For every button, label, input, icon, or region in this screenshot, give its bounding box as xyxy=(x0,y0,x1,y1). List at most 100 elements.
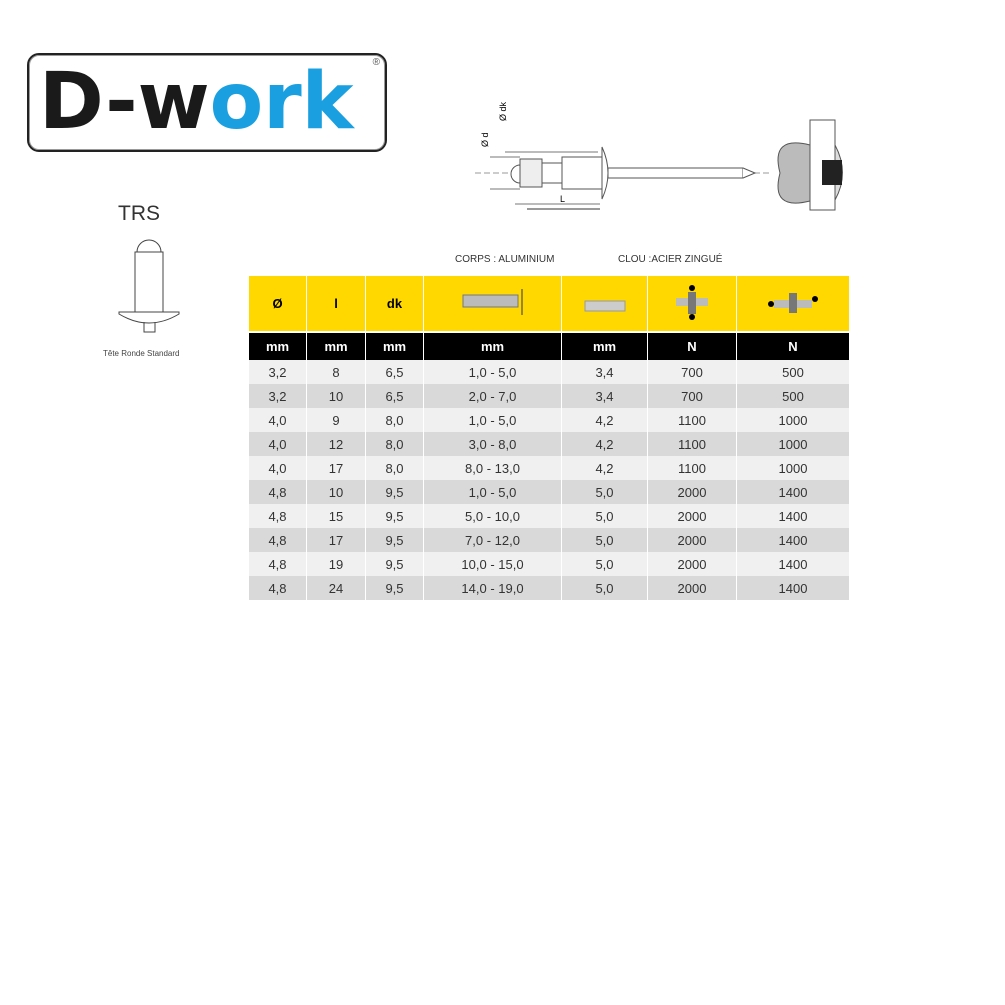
table-cell: 8 xyxy=(306,360,366,384)
table-row: 4,8 10 9,5 1,0 - 5,0 5,0 2000 1400 xyxy=(248,480,850,504)
table-cell: 2,0 - 7,0 xyxy=(423,384,562,408)
rivet-spec-table: Ø l dk mm mm mm mm mm N N 3,2 8 6,5 1,0 - 5… xyxy=(248,276,850,600)
table-cell: 1100 xyxy=(647,408,737,432)
table-cell: 5,0 xyxy=(561,504,648,528)
shear-force-icon xyxy=(647,276,737,333)
trs-caption: Tête Ronde Standard xyxy=(103,349,180,358)
table-cell: 4,8 xyxy=(248,552,307,576)
body-material: CORPS : ALUMINIUM xyxy=(455,254,555,265)
diameter-dk-label: Ø dk xyxy=(498,101,508,121)
table-cell: 7,0 - 12,0 xyxy=(423,528,562,552)
table-cell: 3,2 xyxy=(248,360,307,384)
logo-dark: D-w xyxy=(39,57,210,147)
table-cell: 4,8 xyxy=(248,576,307,600)
registered-mark: ® xyxy=(372,57,380,68)
table-cell: 6,5 xyxy=(365,360,424,384)
table-cell: 8,0 xyxy=(365,408,424,432)
unit-cell: mm xyxy=(423,332,562,360)
table-row: 4,8 17 9,5 7,0 - 12,0 5,0 2000 1400 xyxy=(248,528,850,552)
header-diameter: Ø xyxy=(248,276,307,333)
table-cell: 4,8 xyxy=(248,528,307,552)
logo-wordmark: D-work xyxy=(39,57,354,147)
table-cell: 4,0 xyxy=(248,408,307,432)
table-cell: 1000 xyxy=(736,456,850,480)
table-cell: 9,5 xyxy=(365,480,424,504)
table-cell: 1,0 - 5,0 xyxy=(423,360,562,384)
table-row: 4,0 12 8,0 3,0 - 8,0 4,2 1100 1000 xyxy=(248,432,850,456)
header-row: Ø l dk xyxy=(248,276,850,333)
table-cell: 8,0 - 13,0 xyxy=(423,456,562,480)
table-cell: 4,8 xyxy=(248,480,307,504)
table-row: 4,0 9 8,0 1,0 - 5,0 4,2 1100 1000 xyxy=(248,408,850,432)
table-cell: 12 xyxy=(306,432,366,456)
length-label: L xyxy=(560,194,565,204)
table-cell: 1100 xyxy=(647,432,737,456)
table-cell: 15 xyxy=(306,504,366,528)
units-row: mm mm mm mm mm N N xyxy=(248,332,850,360)
unit-cell: N xyxy=(736,332,850,360)
table-cell: 1,0 - 5,0 xyxy=(423,408,562,432)
table-cell: 700 xyxy=(647,384,737,408)
table-cell: 1400 xyxy=(736,504,850,528)
rivet-dimension-diagram: Ø d Ø dk L xyxy=(475,101,843,211)
unit-cell: mm xyxy=(248,332,307,360)
table-cell: 19 xyxy=(306,552,366,576)
table-cell: 4,8 xyxy=(248,504,307,528)
table-cell: 9,5 xyxy=(365,504,424,528)
table-cell: 5,0 - 10,0 xyxy=(423,504,562,528)
table-row: 4,8 24 9,5 14,0 - 19,0 5,0 2000 1400 xyxy=(248,576,850,600)
table-cell: 700 xyxy=(647,360,737,384)
table-cell: 1000 xyxy=(736,408,850,432)
table-cell: 5,0 xyxy=(561,576,648,600)
table-cell: 10 xyxy=(306,480,366,504)
table-cell: 2000 xyxy=(647,528,737,552)
table-cell: 1400 xyxy=(736,528,850,552)
table-cell: 17 xyxy=(306,528,366,552)
table-cell: 9,5 xyxy=(365,576,424,600)
table-row: 4,8 15 9,5 5,0 - 10,0 5,0 2000 1400 xyxy=(248,504,850,528)
table-cell: 9,5 xyxy=(365,528,424,552)
unit-cell: mm xyxy=(561,332,648,360)
grip-range-icon xyxy=(423,276,562,333)
table-cell: 17 xyxy=(306,456,366,480)
table-cell: 2000 xyxy=(647,480,737,504)
round-head-rivet-icon xyxy=(118,239,180,333)
logo-blue: ork xyxy=(209,57,354,147)
table-cell: 5,0 xyxy=(561,480,648,504)
table-cell: 1100 xyxy=(647,456,737,480)
table-cell: 500 xyxy=(736,384,850,408)
table-cell: 1400 xyxy=(736,552,850,576)
installed-rivet-icon xyxy=(777,119,843,211)
table-cell: 8,0 xyxy=(365,456,424,480)
mandrel-material: CLOU :ACIER ZINGUÉ xyxy=(618,254,723,265)
table-cell: 1000 xyxy=(736,432,850,456)
table-cell: 500 xyxy=(736,360,850,384)
table-cell: 8,0 xyxy=(365,432,424,456)
table-cell: 24 xyxy=(306,576,366,600)
table-cell: 1400 xyxy=(736,576,850,600)
unit-cell: mm xyxy=(306,332,366,360)
table-cell: 4,2 xyxy=(561,408,648,432)
diameter-d-label: Ø d xyxy=(480,132,490,147)
table-cell: 4,0 xyxy=(248,432,307,456)
mandrel-icon xyxy=(561,276,648,333)
table-row: 3,2 10 6,5 2,0 - 7,0 3,4 700 500 xyxy=(248,384,850,408)
table-cell: 2000 xyxy=(647,552,737,576)
table-cell: 9 xyxy=(306,408,366,432)
table-cell: 2000 xyxy=(647,576,737,600)
table-cell: 10 xyxy=(306,384,366,408)
header-length: l xyxy=(306,276,366,333)
table-row: 4,8 19 9,5 10,0 - 15,0 5,0 2000 1400 xyxy=(248,552,850,576)
table-cell: 6,5 xyxy=(365,384,424,408)
table-cell: 3,0 - 8,0 xyxy=(423,432,562,456)
table-cell: 10,0 - 15,0 xyxy=(423,552,562,576)
d-work-logo: D-work ® xyxy=(27,53,387,152)
table-cell: 14,0 - 19,0 xyxy=(423,576,562,600)
table-cell: 3,4 xyxy=(561,384,648,408)
table-cell: 1,0 - 5,0 xyxy=(423,480,562,504)
tensile-force-icon xyxy=(736,276,850,333)
unit-cell: mm xyxy=(365,332,424,360)
table-cell: 5,0 xyxy=(561,552,648,576)
table-row: 3,2 8 6,5 1,0 - 5,0 3,4 700 500 xyxy=(248,360,850,384)
